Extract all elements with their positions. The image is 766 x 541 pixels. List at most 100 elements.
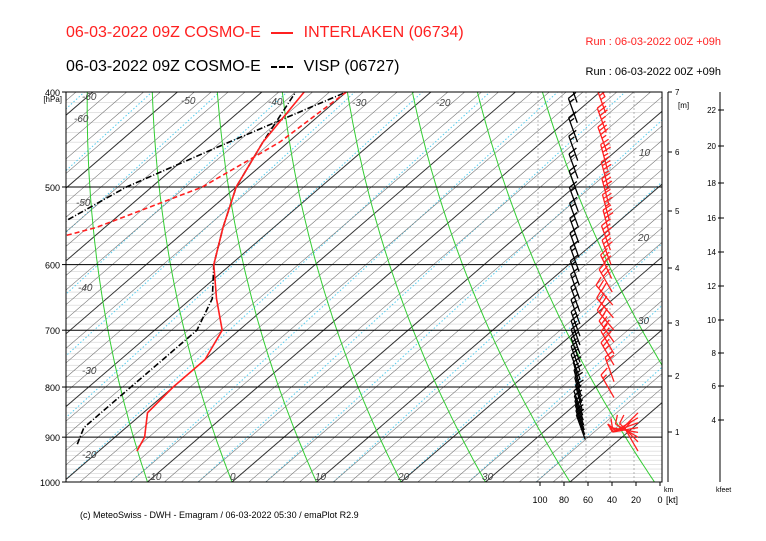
isotherm-line [400, 256, 662, 482]
isotherm-line [164, 92, 617, 482]
wind-barb-visp-feather [575, 408, 585, 416]
isotherm-line [96, 92, 550, 482]
visp-dewpoint-line [66, 92, 347, 222]
wind-barb-interlaken-staff [598, 320, 615, 343]
footer-credit: (c) MeteoSwiss - DWH - Emagram / 06-03-2… [80, 510, 359, 520]
isotherm-line [66, 92, 246, 247]
wind-barb-interlaken-half-feather [605, 202, 611, 207]
wind-barb-interlaken-feather [600, 282, 607, 292]
isotherm-line [0, 92, 59, 482]
wind-barb-interlaken-feather [603, 319, 610, 328]
wind-barb-interlaken-feather [603, 192, 612, 200]
wind-barb-interlaken [614, 414, 639, 438]
mixing-ratio-line [66, 92, 288, 295]
visp-temperature-line [76, 92, 297, 445]
isotherm-line [66, 92, 482, 451]
wind-barb-visp-feather [570, 254, 579, 262]
pressure-tick-label: 1000 [40, 478, 60, 488]
wind-barb-interlaken-feather [604, 350, 613, 358]
wind-axis-tick-label: 20 [631, 495, 641, 505]
isotherm-line [79, 92, 533, 482]
wind-barb-interlaken-staff [596, 297, 614, 319]
wind-barb-interlaken [607, 423, 639, 433]
wind-barb-visp-half-feather [571, 274, 577, 279]
wind-barb-visp-feather [568, 164, 578, 172]
wind-barb-interlaken-half-feather [604, 170, 610, 175]
wind-barb-visp-feather [569, 180, 578, 188]
wind-barb-interlaken-staff [601, 178, 610, 204]
wind-barb-visp-staff [568, 170, 579, 196]
wind-barb-visp-staff [569, 218, 580, 243]
wind-barb-visp-half-feather [576, 405, 582, 410]
isotherm-line [66, 92, 499, 466]
title-interlaken: 06-03-2022 09Z COSMO-E INTERLAKEN (06734… [66, 24, 464, 42]
wind-barb-interlaken-feather [600, 156, 610, 163]
wind-barb-visp-half-feather [572, 329, 578, 334]
pressure-tick-label: 400 [45, 88, 60, 98]
wind-barb-interlaken-staff [615, 417, 639, 432]
wind-barb-visp-staff [569, 260, 580, 286]
wind-barb-visp-feather [575, 403, 584, 411]
wind-barb-interlaken-staff [596, 309, 615, 331]
wind-barb-visp-feather [573, 384, 582, 392]
temperature-label: -20 [82, 450, 97, 461]
wind-barb-visp [569, 226, 580, 258]
km-tick-label: 3 [675, 319, 680, 328]
wind-barb-interlaken-feather [601, 233, 610, 241]
wind-barb-interlaken-half-feather [603, 152, 609, 157]
wind-barb-visp-staff [574, 405, 585, 431]
wind-barb-interlaken-staff [597, 92, 607, 113]
isotherm-line [468, 314, 662, 482]
wind-axis-unit: [kt] [666, 495, 678, 505]
wind-barb-interlaken [600, 323, 615, 355]
mixing-ratio-line [66, 92, 491, 480]
isotherm-line [316, 183, 662, 482]
wind-barb-interlaken-half-feather [599, 81, 603, 84]
wind-barb-visp-half-feather [569, 136, 575, 141]
wind-barb-interlaken-feather [607, 424, 616, 432]
wind-barb-interlaken-feather [603, 208, 613, 215]
wind-barb-interlaken-feather [604, 212, 614, 219]
wind-barb-interlaken-feather [601, 307, 608, 317]
wind-barb-visp-half-feather [577, 415, 583, 420]
wind-barb-interlaken-staff [601, 239, 612, 265]
wind-barb-visp [570, 323, 581, 355]
wind-barb-interlaken-feather [602, 188, 611, 196]
wind-barb-visp-half-feather [570, 171, 576, 176]
wind-barb-visp [575, 403, 586, 436]
wind-barb-interlaken-feather [603, 237, 612, 245]
wind-barb-interlaken-feather [598, 279, 605, 289]
wind-barb-interlaken-feather [600, 335, 608, 344]
wind-axis-tick-label: 0 [657, 495, 662, 505]
title-visp-model: 06-03-2022 09Z COSMO-E [66, 58, 261, 75]
wind-barb-visp [568, 129, 579, 161]
wind-barb-visp-staff [572, 361, 581, 388]
dry-adiabat-line [151, 92, 233, 482]
wind-barb-visp [574, 371, 584, 403]
dry-adiabat-line [20, 92, 63, 482]
wind-barb-visp-staff [570, 311, 581, 337]
wind-barb-visp [568, 147, 579, 179]
wind-barb-visp [570, 348, 581, 380]
mixing-ratio-line [400, 242, 662, 482]
wind-barb-interlaken-feather [602, 268, 610, 277]
wind-barb-visp [574, 394, 585, 426]
dry-adiabat-line [476, 92, 655, 482]
isotherm-line [66, 92, 448, 422]
isotherm-line [66, 92, 415, 393]
wind-barb-interlaken-feather [604, 241, 613, 249]
wind-barb-interlaken [610, 418, 639, 434]
wind-barb-interlaken-staff [613, 422, 639, 433]
km-tick-label: 7 [675, 88, 680, 97]
wind-barb-visp [575, 408, 586, 440]
wind-barb-interlaken [610, 412, 639, 432]
wind-barb-interlaken-staff [615, 423, 639, 438]
wind-barb-visp-half-feather [574, 370, 580, 375]
mixing-ratio-label: 20 [637, 233, 650, 244]
wind-barb-visp [570, 331, 581, 363]
isotherm-line [66, 92, 279, 276]
wind-barb-visp-half-feather [572, 320, 578, 325]
wind-barb-interlaken-half-feather [604, 345, 610, 351]
isotherm-line [552, 387, 662, 482]
